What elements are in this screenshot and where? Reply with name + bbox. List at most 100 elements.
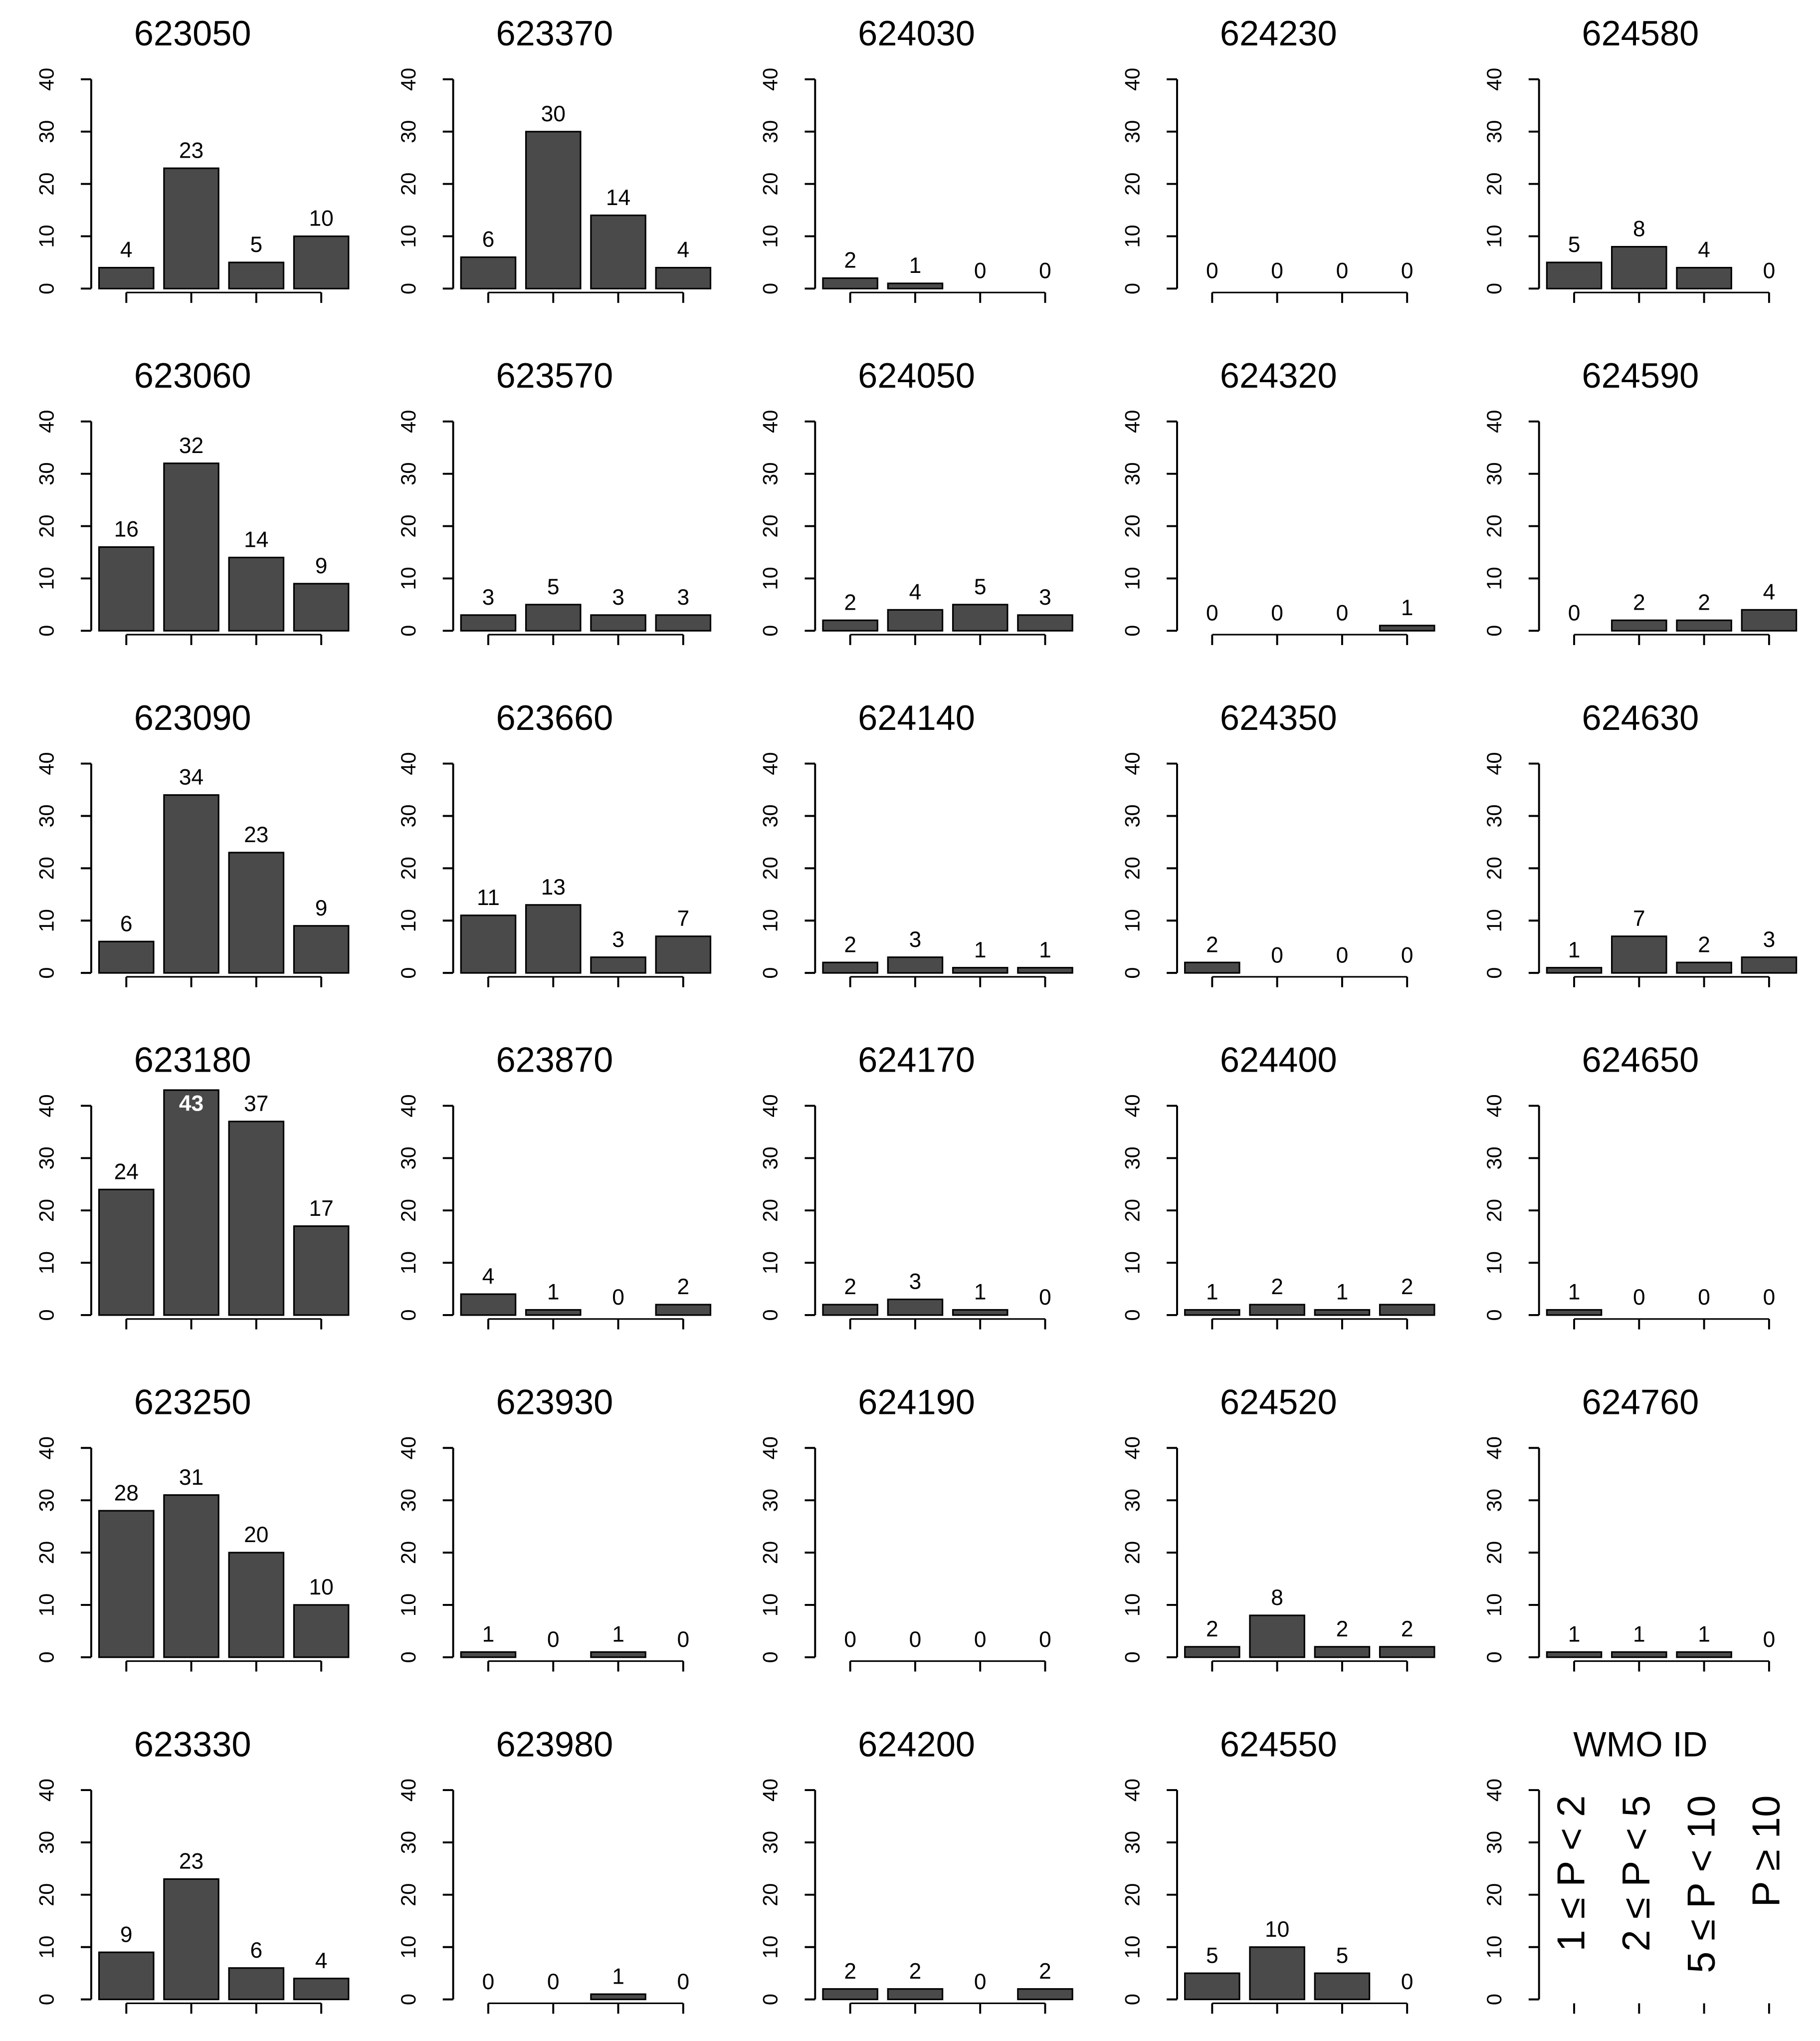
y-tick-label: 40 [1482,68,1506,91]
y-tick-label: 20 [1120,1883,1144,1906]
y-tick-label: 0 [397,1994,420,2005]
bar [293,235,350,290]
value-label: 10 [309,207,333,231]
value-label: 1 [612,1964,624,1989]
y-tick-label: 40 [34,752,58,775]
value-label: 0 [974,259,987,283]
value-label: 3 [612,927,624,952]
panel-title: 624190 [858,1382,975,1422]
value-label: 1 [1401,596,1414,620]
y-tick-label: 10 [759,1251,782,1274]
value-label: 5 [1206,1943,1218,1968]
y-tick-label: 40 [1482,1779,1506,1802]
bar [228,1121,285,1316]
value-label: 0 [1763,259,1776,283]
panel-title: 624580 [1582,13,1699,53]
panel-title: 624050 [858,356,975,395]
panel-title: 623660 [496,698,613,737]
bar [1184,1309,1240,1316]
y-tick-label: 30 [759,1146,782,1169]
y-tick-label: 10 [1120,909,1144,932]
y-tick-label: 20 [397,1883,420,1906]
value-label: 3 [909,927,922,952]
bar [98,1951,155,2001]
bar [952,1309,1009,1316]
y-tick-label: 30 [397,1146,420,1169]
value-label: 0 [1401,1970,1414,1994]
y-tick-label: 40 [34,68,58,91]
bar [525,1309,582,1316]
category-label: 2 ≤ P < 5 [1614,1796,1658,1952]
value-label: 0 [1763,1285,1776,1310]
value-label: 4 [482,1264,495,1289]
y-tick-label: 0 [34,1309,58,1321]
y-tick-label: 20 [759,1541,782,1564]
y-tick-label: 30 [397,120,420,143]
y-tick-label: 20 [34,857,58,880]
y-tick-label: 0 [1482,967,1506,979]
y-tick-label: 40 [397,1779,420,1802]
y-tick-label: 40 [1120,68,1144,91]
y-tick-label: 10 [759,1936,782,1959]
y-tick-label: 30 [1482,1489,1506,1512]
value-label: 0 [1336,601,1349,625]
bar [460,614,517,632]
y-tick-label: 20 [34,514,58,537]
bar [822,619,878,632]
bar [163,1878,219,2001]
value-label: 14 [606,186,630,210]
bar [1379,1646,1435,1658]
value-label: 4 [677,238,689,262]
y-tick-label: 10 [1482,1251,1506,1274]
bar [887,956,944,974]
y-tick-label: 10 [34,909,58,932]
y-tick-label: 30 [397,1831,420,1854]
panel-title: 623050 [134,13,251,53]
bar [1741,956,1798,974]
value-label: 2 [677,1275,689,1299]
bar [655,935,712,974]
bar [1249,1946,1305,2001]
panel-title: 623570 [496,356,613,395]
y-tick-label: 40 [759,752,782,775]
value-label: 0 [1039,259,1051,283]
y-tick-label: 30 [34,1831,58,1854]
bar [1611,935,1667,974]
value-label: 8 [1633,217,1645,241]
y-tick-label: 30 [1120,1146,1144,1169]
value-label: 2 [1698,590,1710,615]
y-tick-label: 30 [759,120,782,143]
y-tick-label: 30 [1482,1831,1506,1854]
value-label: 0 [547,1627,560,1652]
y-tick-label: 20 [34,1883,58,1906]
category-label: 5 ≤ P < 10 [1679,1796,1723,1974]
y-tick-label: 20 [1482,514,1506,537]
bar [460,256,517,290]
y-tick-label: 20 [759,1199,782,1222]
y-tick-label: 40 [759,68,782,91]
value-label: 20 [244,1523,268,1547]
y-tick-label: 30 [1120,1831,1144,1854]
panel-title: 623180 [134,1040,251,1080]
bar [590,215,646,290]
y-tick-label: 10 [34,567,58,590]
value-label: 5 [974,575,987,599]
value-label: 3 [1763,927,1776,952]
bar [1546,1309,1603,1316]
y-tick-label: 0 [34,625,58,637]
value-label: 0 [1633,1285,1645,1310]
y-tick-label: 10 [34,1251,58,1274]
y-tick-label: 20 [1120,173,1144,196]
y-tick-label: 40 [397,1094,420,1117]
bar [293,583,350,632]
y-tick-label: 10 [1120,567,1144,590]
value-label: 0 [1401,943,1414,967]
panel-title: 624650 [1582,1040,1699,1080]
y-tick-label: 20 [1482,1541,1506,1564]
value-label: 3 [909,1270,922,1294]
y-tick-label: 40 [397,68,420,91]
y-tick-label: 20 [34,1199,58,1222]
value-label: 2 [1336,1617,1349,1641]
bar [1249,1304,1305,1316]
category-label: P ≥ 10 [1744,1796,1788,1907]
